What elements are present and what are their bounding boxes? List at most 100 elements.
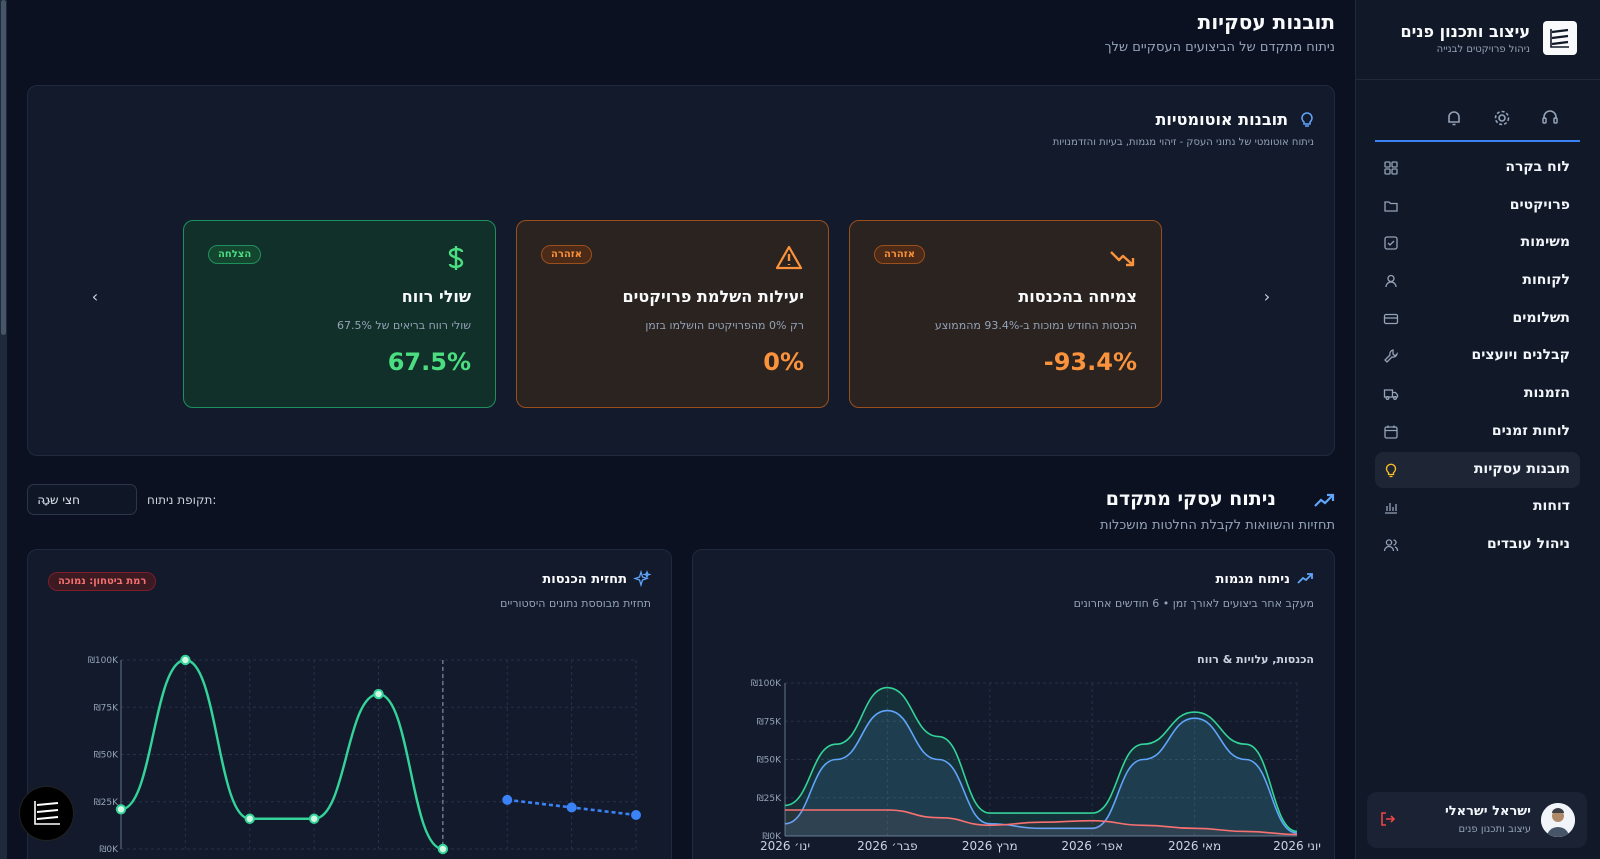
card-title: שולי רווח <box>401 287 471 306</box>
data-point <box>631 809 641 820</box>
series-line-2 <box>784 809 1298 836</box>
sidebar-item-4[interactable]: תשלומים <box>1375 301 1580 337</box>
truck-icon <box>1383 386 1399 402</box>
insight-card-revenue-growth[interactable]: אזהרה צמיחה בהכנסות הכנסות החודש נמוכות … <box>849 220 1162 408</box>
y-tick-label: ₪0K <box>99 845 119 855</box>
sidebar-item-label: משימות <box>1520 234 1570 251</box>
sidebar-item-label: לוח בקרה <box>1505 159 1570 175</box>
page-subtitle: ניתוח מתקדם של הביצועים העסקיים שלך <box>1104 40 1335 55</box>
sidebar-item-3[interactable]: לקוחות <box>1375 263 1580 299</box>
y-tick-label: ₪100K <box>88 656 119 666</box>
forecast-chart: ₪0K ₪25K ₪50K ₪75K ₪100K <box>88 654 641 855</box>
bell-icon[interactable] <box>1444 108 1464 128</box>
sidebar-item-label: קבלנים ויועצים <box>1471 347 1570 364</box>
insight-card-project-efficiency[interactable]: אזהרה יעילות השלמת פרויקטים רק 0% מהפרוי… <box>516 220 829 408</box>
data-point <box>437 843 449 855</box>
sidebar-toolbar <box>1375 100 1580 142</box>
card-title: צמיחה בהכנסות <box>1018 287 1137 306</box>
credit-card-icon <box>1383 311 1399 327</box>
series-area-1 <box>785 710 1297 836</box>
data-point <box>115 804 127 815</box>
data-point <box>566 802 577 813</box>
dashboard-icon <box>1383 160 1399 176</box>
status-badge: אזהרה <box>541 245 593 264</box>
y-tick-label: ₪75K <box>94 703 120 713</box>
auto-insights-panel: תובנות אוטומטיות ניתוח אוטומטי של נתוני … <box>27 85 1335 456</box>
user-card[interactable]: ישראל ישראלי עיצוב ותכנון פנים <box>1367 792 1587 848</box>
gear-icon[interactable] <box>1492 108 1512 128</box>
x-tick-label: אפר׳ 2026 <box>1061 839 1123 853</box>
carousel-prev-button[interactable]: ‹ <box>91 287 99 306</box>
card-description: רק 0% מהפרויקטים הושלמו בזמן <box>645 319 804 332</box>
logout-icon[interactable] <box>1379 810 1397 828</box>
floating-brand-logo-icon[interactable] <box>19 786 74 841</box>
folder-icon <box>1383 198 1399 214</box>
card-value: -93.4% <box>1043 348 1137 376</box>
carousel-next-button[interactable]: › <box>1263 287 1271 306</box>
status-badge: הצלחה <box>208 245 262 264</box>
x-tick-label: יוני 2026 <box>1273 839 1321 853</box>
y-tick-label: ₪25K <box>757 794 783 804</box>
headset-icon[interactable] <box>1540 108 1560 128</box>
sidebar-item-0[interactable]: לוח בקרה <box>1375 150 1580 186</box>
left-scrollbar[interactable] <box>0 0 7 859</box>
y-tick-label: ₪25K <box>94 798 120 808</box>
y-tick-label: ₪50K <box>94 751 120 761</box>
forecast-title: תחזית הכנסות <box>542 572 627 587</box>
trends-subtitle: מעקב אחר ביצועים לאורך זמן • 6 חודשים אח… <box>1073 597 1314 610</box>
sidebar-item-5[interactable]: קבלנים ויועצים <box>1375 338 1580 374</box>
data-point <box>244 813 255 824</box>
trends-chart: ₪0K ₪25K ₪50K ₪75K ₪100K ינו׳ 2026 פבר׳ 2026 מר… <box>751 679 1321 853</box>
brand-logo-icon[interactable] <box>1543 21 1577 55</box>
trends-panel: ניתוח מגמות מעקב אחר ביצועים לאורך זמן •… <box>692 549 1335 859</box>
bar-chart-icon <box>1383 499 1399 515</box>
status-badge: אזהרה <box>874 245 926 264</box>
brand: עיצוב ותכנון פנים ניהול פרויקטים לבנייה <box>1355 0 1600 80</box>
wrench-icon <box>1383 348 1399 364</box>
lightbulb-icon <box>1383 462 1399 478</box>
period-label: תקופת ניתוח: <box>147 493 217 507</box>
sidebar-item-label: תובנות עסקיות <box>1473 460 1570 477</box>
sidebar-item-8[interactable]: תובנות עסקיות <box>1375 451 1580 488</box>
user-role: עיצוב ותכנון פנים <box>1458 824 1531 835</box>
brand-title: עיצוב ותכנון פנים <box>1400 22 1530 41</box>
series-line-0 <box>120 658 444 851</box>
sidebar-item-label: לקוחות <box>1522 272 1570 289</box>
y-tick-label: ₪50K <box>757 756 783 766</box>
y-tick-label: ₪100K <box>751 679 782 689</box>
sidebar-item-2[interactable]: משימות <box>1375 225 1580 261</box>
sidebar-item-label: ניהול עובדים <box>1486 535 1570 552</box>
series-line-1 <box>784 709 1298 834</box>
user-name: ישראל ישראלי <box>1444 804 1531 819</box>
card-title: יעילות השלמת פרויקטים <box>622 287 805 306</box>
sidebar-item-10[interactable]: ניהול עובדים <box>1375 527 1580 563</box>
x-tick-label: פבר׳ 2026 <box>857 839 918 853</box>
trends-title: ניתוח מגמות <box>1215 572 1290 587</box>
sidebar-item-9[interactable]: דוחות <box>1375 489 1580 525</box>
data-point <box>308 813 320 824</box>
sidebar-item-label: פרויקטים <box>1509 196 1570 213</box>
trends-chart-title: הכנסות, עלויות & רווח <box>1197 653 1314 666</box>
x-tick-label: ינו׳ 2026 <box>760 839 810 853</box>
checkbox-icon <box>1383 235 1399 251</box>
x-tick-label: מרץ 2026 <box>962 839 1018 853</box>
chevron-down-icon <box>40 494 52 507</box>
confidence-badge: רמת ביטחון: נמוכה <box>48 572 157 591</box>
trending-down-icon <box>1107 243 1137 273</box>
y-tick-label: ₪75K <box>757 717 783 727</box>
forecast-panel: תחזית הכנסות תחזית מבוססת נתונים היסטורי… <box>27 549 672 859</box>
users-icon <box>1383 537 1399 553</box>
data-point <box>502 794 513 805</box>
insight-card-profit-margin[interactable]: הצלחה שולי רווח שולי רווח בריאים של 67.5… <box>183 220 496 408</box>
sidebar-item-7[interactable]: לוחות זמנים <box>1375 414 1580 450</box>
avatar[interactable] <box>1541 803 1575 837</box>
sidebar-item-6[interactable]: הזמנות <box>1375 376 1580 412</box>
period-select[interactable]: חצי שנה <box>27 484 137 515</box>
sidebar: עיצוב ותכנון פנים ניהול פרויקטים לבנייה … <box>1355 0 1600 859</box>
forecast-subtitle: תחזית מבוססת נתונים היסטוריים <box>500 597 651 610</box>
scrollbar-thumb[interactable] <box>1 0 6 335</box>
advanced-analysis-title: ניתוח עסקי מתקדם <box>1105 488 1276 510</box>
sidebar-item-1[interactable]: פרויקטים <box>1375 188 1580 224</box>
brand-subtitle: ניהול פרויקטים לבנייה <box>1436 44 1530 55</box>
warning-triangle-icon <box>774 243 804 273</box>
